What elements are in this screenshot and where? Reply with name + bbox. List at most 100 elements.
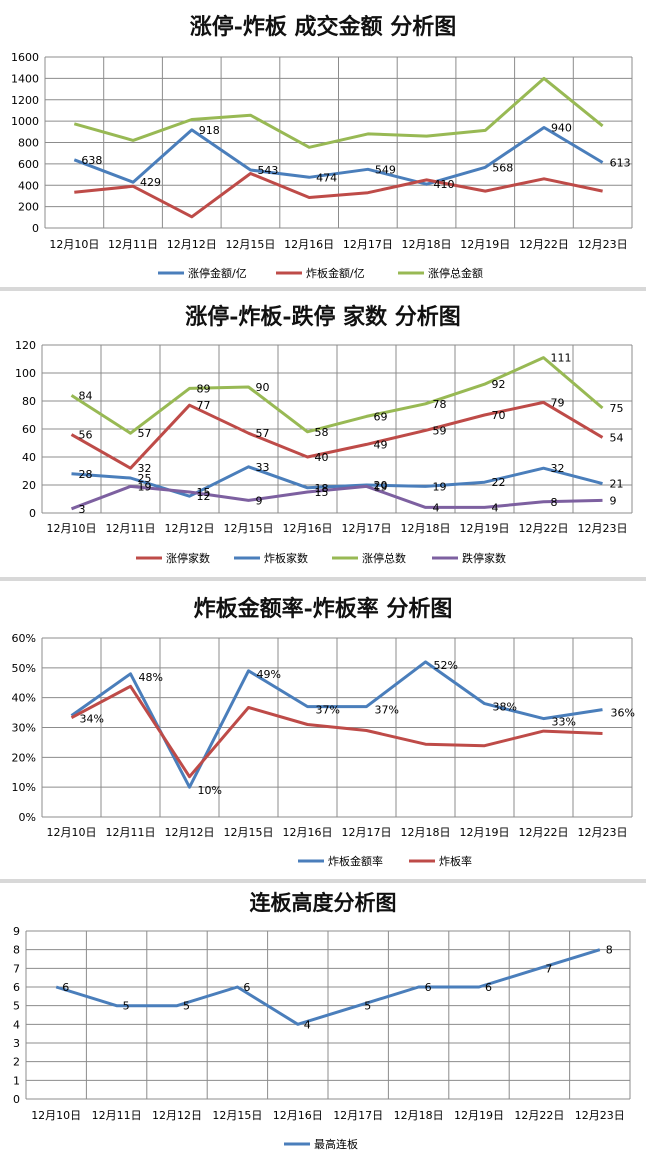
y-tick-label: 3 (13, 1037, 20, 1050)
rate-chart-panel: 炸板金额率-炸板率 分析图 0% 10% 20% 30% 40% 50% 60% 12月10日… (0, 581, 646, 878)
legend-label: 最高连板 (314, 1137, 358, 1151)
y-tick-label: 0 (29, 507, 36, 520)
x-tick-label: 12月23日 (578, 522, 628, 535)
data-label: 9 (610, 494, 617, 507)
data-label: 75 (610, 402, 624, 415)
data-label: 52% (434, 659, 458, 672)
data-label: 84 (79, 389, 93, 402)
data-label: 89 (197, 382, 211, 395)
y-tick-label: 60% (12, 632, 36, 645)
x-tick-label: 12月10日 (47, 826, 97, 839)
legend-label: 涨停金额/亿 (188, 266, 247, 280)
y-tick-label: 1400 (11, 72, 39, 85)
data-label: 21 (610, 478, 624, 491)
x-tick-label: 12月11日 (106, 826, 156, 839)
data-label: 79 (551, 396, 565, 409)
series-line (71, 465, 603, 498)
x-tick-label: 12月18日 (401, 826, 451, 839)
x-tick-label: 12月22日 (519, 522, 569, 535)
y-tick-label: 100 (15, 367, 36, 380)
y-tick-label: 50% (12, 662, 36, 675)
data-label: 6 (62, 981, 69, 994)
data-label: 32 (551, 462, 565, 475)
x-tick-label: 12月17日 (342, 522, 392, 535)
data-label: 4 (433, 501, 440, 514)
legend-label: 炸板家数 (264, 551, 308, 565)
series-line (73, 126, 604, 186)
y-tick-label: 9 (13, 925, 20, 938)
data-label: 32 (138, 462, 152, 475)
data-label: 6 (485, 981, 492, 994)
y-tick-label: 600 (18, 158, 39, 171)
series-line (70, 484, 603, 511)
data-label: 8 (606, 944, 613, 957)
data-label: 38% (493, 701, 517, 714)
data-label: 57 (256, 427, 270, 440)
y-tick-label: 400 (18, 179, 39, 192)
legend-label: 炸板金额率 (328, 854, 383, 868)
count-chart: 0 20 40 60 80 100 120 12月10日 12月11日 12月12日 12月15日 1… (15, 339, 633, 565)
y-tick-label: 8 (13, 944, 20, 957)
data-label: 59 (433, 424, 447, 437)
data-label: 10% (198, 784, 222, 797)
x-tick-label: 12月22日 (519, 238, 569, 251)
series-line (70, 356, 604, 435)
series-line (74, 172, 603, 219)
y-tick-label: 2 (13, 1056, 20, 1069)
x-tick-label: 12月18日 (402, 238, 452, 251)
x-tick-label: 12月18日 (401, 522, 451, 535)
amount-chart: 0 200 400 600 800 1000 1200 1400 1600 12月10日 12月11… (11, 51, 633, 280)
data-label: 49 (374, 438, 388, 451)
x-tick-label: 12月16日 (283, 826, 333, 839)
data-label: 8 (551, 496, 558, 509)
data-label: 5 (123, 1000, 130, 1013)
data-label: 111 (551, 352, 572, 365)
data-label: 410 (434, 178, 455, 191)
x-tick-label: 12月19日 (460, 238, 510, 251)
panel-divider (0, 577, 646, 581)
x-tick-label: 12月17日 (343, 238, 393, 251)
x-tick-label: 12月10日 (49, 238, 99, 251)
data-label: 549 (375, 163, 396, 176)
x-tick-label: 12月23日 (578, 238, 628, 251)
series-line (70, 400, 604, 470)
legend-label: 炸板率 (439, 854, 472, 868)
legend-label: 涨停总金额 (428, 266, 483, 280)
y-tick-label: 40% (12, 692, 36, 705)
data-label: 49% (257, 668, 281, 681)
series-line (55, 948, 601, 1026)
legend-label: 跌停家数 (462, 551, 506, 565)
data-label: 5 (364, 1000, 371, 1013)
y-tick-label: 800 (18, 137, 39, 150)
data-label: 9 (256, 494, 263, 507)
x-tick-label: 12月17日 (342, 826, 392, 839)
data-label: 36% (611, 707, 635, 720)
series-line (73, 76, 604, 149)
data-label: 15 (315, 486, 329, 499)
data-label: 3 (79, 503, 86, 516)
y-tick-label: 4 (13, 1018, 20, 1031)
x-tick-label: 12月16日 (284, 238, 334, 251)
y-tick-label: 7 (13, 962, 20, 975)
data-label: 69 (374, 410, 388, 423)
y-tick-label: 20% (12, 751, 36, 764)
data-label: 33% (552, 716, 576, 729)
data-label: 48% (139, 671, 163, 684)
x-tick-label: 12月19日 (460, 826, 510, 839)
x-tick-label: 12月11日 (108, 238, 158, 251)
height-chart-panel: 连板高度分析图 0 1 2 3 4 5 6 7 8 9 12月10日 12月11日 12月12日 12月1… (0, 883, 646, 1167)
legend-label: 涨停家数 (166, 551, 210, 565)
y-tick-label: 6 (13, 981, 20, 994)
x-tick-label: 12月23日 (575, 1109, 625, 1122)
data-label: 19 (138, 480, 152, 493)
data-label: 7 (545, 962, 552, 975)
data-label: 33 (256, 461, 270, 474)
amount-chart-panel: 涨停-炸板 成交金额 分析图 0 200 400 600 800 1000 1200 1400… (0, 0, 646, 286)
legend-label: 炸板金额/亿 (306, 266, 365, 280)
data-label: 4 (304, 1018, 311, 1031)
panel-divider (0, 879, 646, 883)
x-tick-label: 12月19日 (460, 522, 510, 535)
y-tick-label: 5 (13, 1000, 20, 1013)
x-tick-label: 12月22日 (514, 1109, 564, 1122)
data-label: 92 (492, 378, 506, 391)
